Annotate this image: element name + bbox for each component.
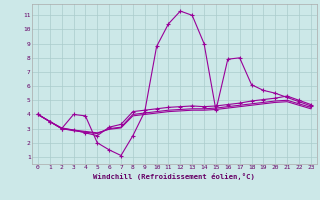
X-axis label: Windchill (Refroidissement éolien,°C): Windchill (Refroidissement éolien,°C) bbox=[93, 173, 255, 180]
